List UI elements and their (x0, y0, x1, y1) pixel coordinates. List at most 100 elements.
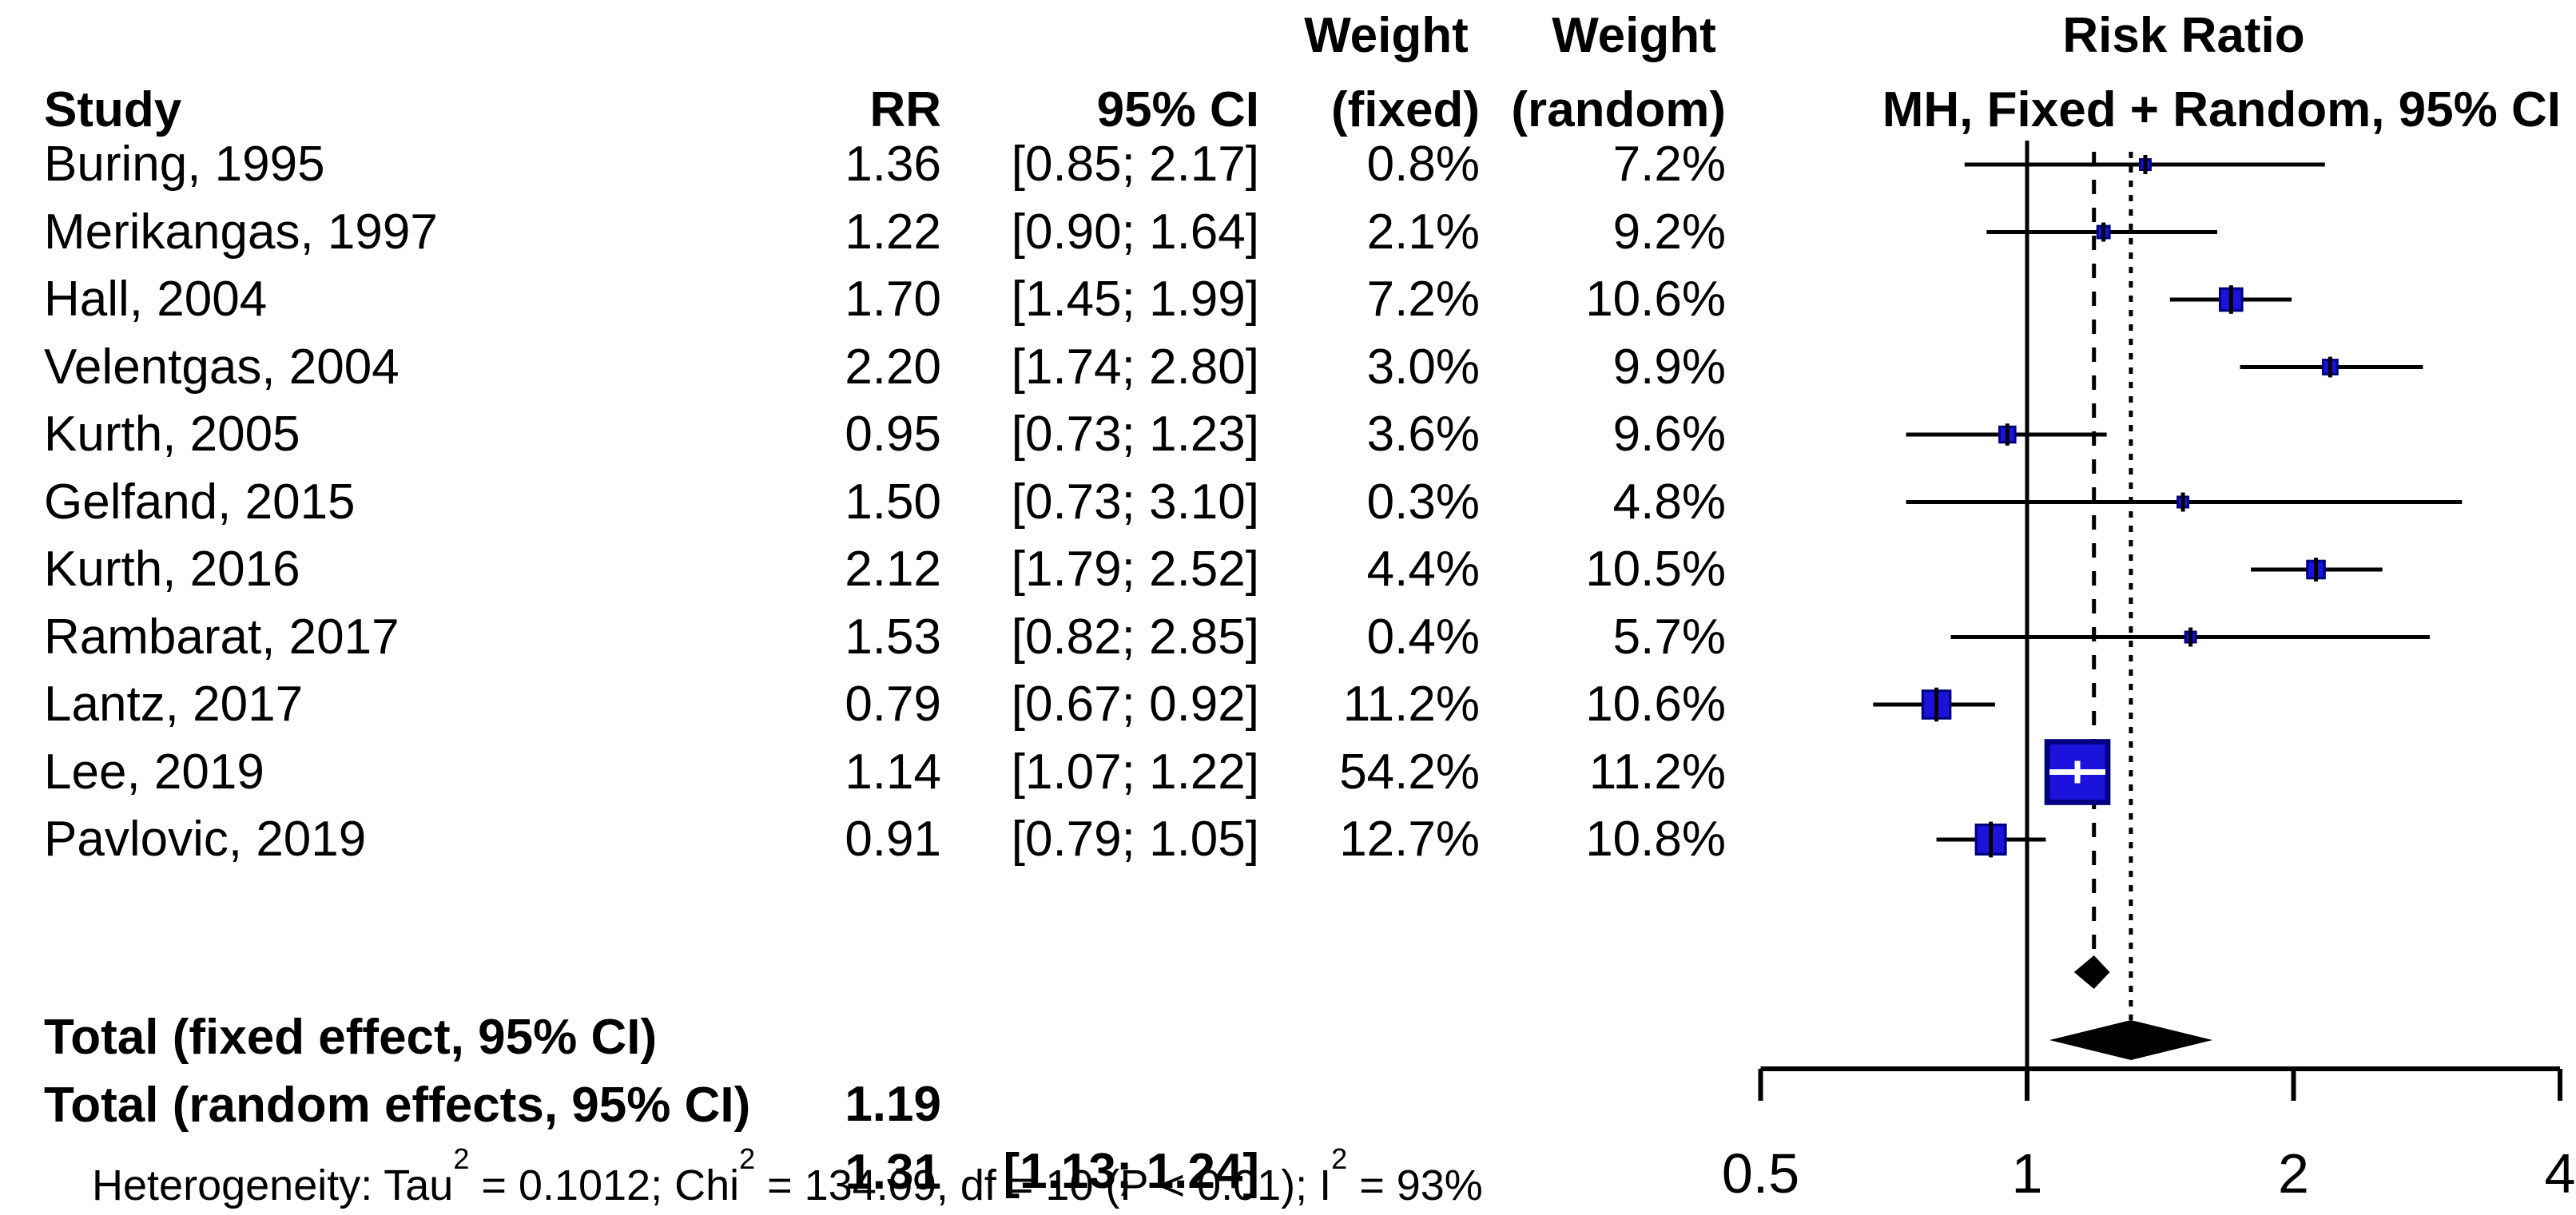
study-ci-value: [0.79; 1.05] (1011, 812, 1259, 867)
study-weight-random: 10.6% (1585, 272, 1726, 327)
study-weight-fixed: 0.3% (1366, 474, 1480, 530)
ci-column-header: 95% CI (1096, 82, 1259, 137)
risk-ratio-title: Risk Ratio (2062, 8, 2305, 63)
chi-squared-superscript: 2 (739, 1142, 756, 1175)
study-row: Lee, 2019 1.14 [1.07; 1.22] 54.2% 11.2% (0, 739, 2576, 806)
study-name: Rambarat, 2017 (44, 609, 400, 665)
study-row: Velentgas, 2004 2.20 [1.74; 2.80] 3.0% 9.9% (0, 334, 2576, 401)
study-weight-fixed: 3.6% (1366, 407, 1480, 462)
study-name: Kurth, 2016 (44, 542, 300, 597)
study-ci-value: [0.73; 1.23] (1011, 407, 1259, 462)
weight-fixed-column-header: (fixed) (1331, 82, 1480, 137)
study-rr-value: 1.14 (845, 744, 941, 800)
study-name: Buring, 1995 (44, 137, 325, 192)
study-ci-value: [1.74; 2.80] (1011, 339, 1259, 395)
study-weight-random: 5.7% (1612, 609, 1726, 665)
total-random-row: Total (random effects, 95% CI) 1.31 [1.0… (0, 1005, 2576, 1215)
study-row: Kurth, 2005 0.95 [0.73; 1.23] 3.6% 9.6% (0, 401, 2576, 468)
study-ci-value: [0.73; 3.10] (1011, 474, 1259, 530)
study-ci-value: [0.85; 2.17] (1011, 137, 1259, 192)
study-row: Rambarat, 2017 1.53 [0.82; 2.85] 0.4% 5.7% (0, 604, 2576, 671)
study-weight-fixed: 54.2% (1339, 744, 1480, 800)
total-fixed-row: Total (fixed effect, 95% CI) 1.19 [1.13;… (0, 937, 2576, 1215)
total-random-rr: 1.31 (845, 1145, 941, 1200)
study-weight-fixed: 2.1% (1366, 204, 1480, 260)
i-squared-superscript: 2 (1331, 1142, 1348, 1175)
study-weight-random: 11.2% (1588, 744, 1726, 800)
study-row: Gelfand, 2015 1.50 [0.73; 3.10] 0.3% 4.8% (0, 469, 2576, 536)
study-ci-value: [1.07; 1.22] (1011, 744, 1259, 800)
study-rr-value: 1.22 (845, 204, 941, 260)
study-name: Kurth, 2005 (44, 407, 300, 462)
total-fixed-rr: 1.19 (845, 1077, 941, 1132)
plot-column-header: MH, Fixed + Random, 95% CI (1882, 82, 2561, 137)
study-weight-random: 10.6% (1585, 677, 1726, 732)
study-rr-value: 0.79 (845, 677, 941, 732)
study-weight-fixed: 0.8% (1366, 137, 1480, 192)
study-row: Lantz, 2017 0.79 [0.67; 0.92] 11.2% 10.6% (0, 671, 2576, 738)
study-name: Hall, 2004 (44, 272, 268, 327)
weight-fixed-header-line1: Weight (1304, 8, 1469, 63)
study-weight-random: 7.2% (1612, 137, 1726, 192)
x-tick-label: 2 (2278, 1142, 2309, 1205)
study-row: Pavlovic, 2019 0.91 [0.79; 1.05] 12.7% 10.8% (0, 806, 2576, 873)
x-tick-label: 4 (2545, 1142, 2576, 1205)
x-tick-label: 0.5 (1722, 1142, 1799, 1205)
study-column-header: Study (44, 82, 182, 137)
x-tick-label: 1 (2012, 1142, 2043, 1205)
study-rr-value: 1.36 (845, 137, 941, 192)
study-name: Merikangas, 1997 (44, 204, 438, 260)
heterogeneity-text: = 134.09, df = 10 (P < 0.01); I (755, 1161, 1332, 1209)
study-ci-value: [0.67; 0.92] (1011, 677, 1259, 732)
study-weight-random: 10.5% (1585, 542, 1726, 597)
study-row: Merikangas, 1997 1.22 [0.90; 1.64] 2.1% 9.2% (0, 199, 2576, 266)
random-effects-diamond (2049, 1020, 2213, 1060)
heterogeneity-note: Heterogeneity: Tau2 = 0.1012; Chi2 = 134… (44, 1085, 1483, 1215)
study-rr-value: 1.53 (845, 609, 941, 665)
heterogeneity-text: Heterogeneity: Tau (92, 1161, 454, 1209)
study-rr-value: 1.70 (845, 272, 941, 327)
rr-column-header: RR (869, 82, 941, 137)
study-name: Velentgas, 2004 (44, 339, 400, 395)
study-row: Hall, 2004 1.70 [1.45; 1.99] 7.2% 10.6% (0, 266, 2576, 333)
study-weight-fixed: 11.2% (1342, 677, 1480, 732)
study-weight-fixed: 12.7% (1339, 812, 1480, 867)
study-weight-random: 9.6% (1612, 407, 1726, 462)
fixed-effect-diamond (2073, 955, 2110, 989)
study-weight-fixed: 0.4% (1366, 609, 1480, 665)
study-weight-fixed: 7.2% (1366, 272, 1480, 327)
total-fixed-ci: [1.13; 1.24] (1003, 1144, 1259, 1199)
study-row: Buring, 1995 1.36 [0.85; 2.17] 0.8% 7.2% (0, 131, 2576, 198)
weight-random-header-line1: Weight (1552, 8, 1716, 63)
study-ci-value: [0.82; 2.85] (1011, 609, 1259, 665)
study-ci-value: [1.45; 1.99] (1011, 272, 1259, 327)
total-fixed-label: Total (fixed effect, 95% CI) (44, 1010, 658, 1065)
heterogeneity-text: = 93% (1347, 1161, 1483, 1209)
total-fixed-weight-fixed: 100.0% (1312, 1205, 1480, 1215)
study-rr-value: 0.95 (845, 407, 941, 462)
study-name: Lee, 2019 (44, 744, 264, 800)
study-rr-value: 2.20 (845, 339, 941, 395)
study-name: Gelfand, 2015 (44, 474, 356, 530)
study-weight-random: 10.8% (1585, 812, 1726, 867)
weight-random-column-header: (random) (1511, 82, 1726, 137)
tau-squared-superscript: 2 (453, 1142, 470, 1175)
study-weight-fixed: 3.0% (1366, 339, 1480, 395)
study-ci-value: [1.79; 2.52] (1011, 542, 1259, 597)
study-weight-random: 4.8% (1612, 474, 1726, 530)
study-rr-value: 2.12 (845, 542, 941, 597)
total-random-label: Total (random effects, 95% CI) (44, 1078, 751, 1133)
study-name: Lantz, 2017 (44, 677, 304, 732)
study-rr-value: 1.50 (845, 474, 941, 530)
study-weight-random: 9.2% (1612, 204, 1726, 260)
heterogeneity-text: = 0.1012; Chi (469, 1161, 740, 1209)
study-rr-value: 0.91 (845, 812, 941, 867)
study-name: Pavlovic, 2019 (44, 812, 367, 867)
study-weight-random: 9.9% (1612, 339, 1726, 395)
study-ci-value: [0.90; 1.64] (1011, 204, 1259, 260)
study-weight-fixed: 4.4% (1366, 542, 1480, 597)
total-random-ci: [1.06; 1.62] (1003, 1206, 1259, 1215)
study-row: Kurth, 2016 2.12 [1.79; 2.52] 4.4% 10.5% (0, 536, 2576, 603)
